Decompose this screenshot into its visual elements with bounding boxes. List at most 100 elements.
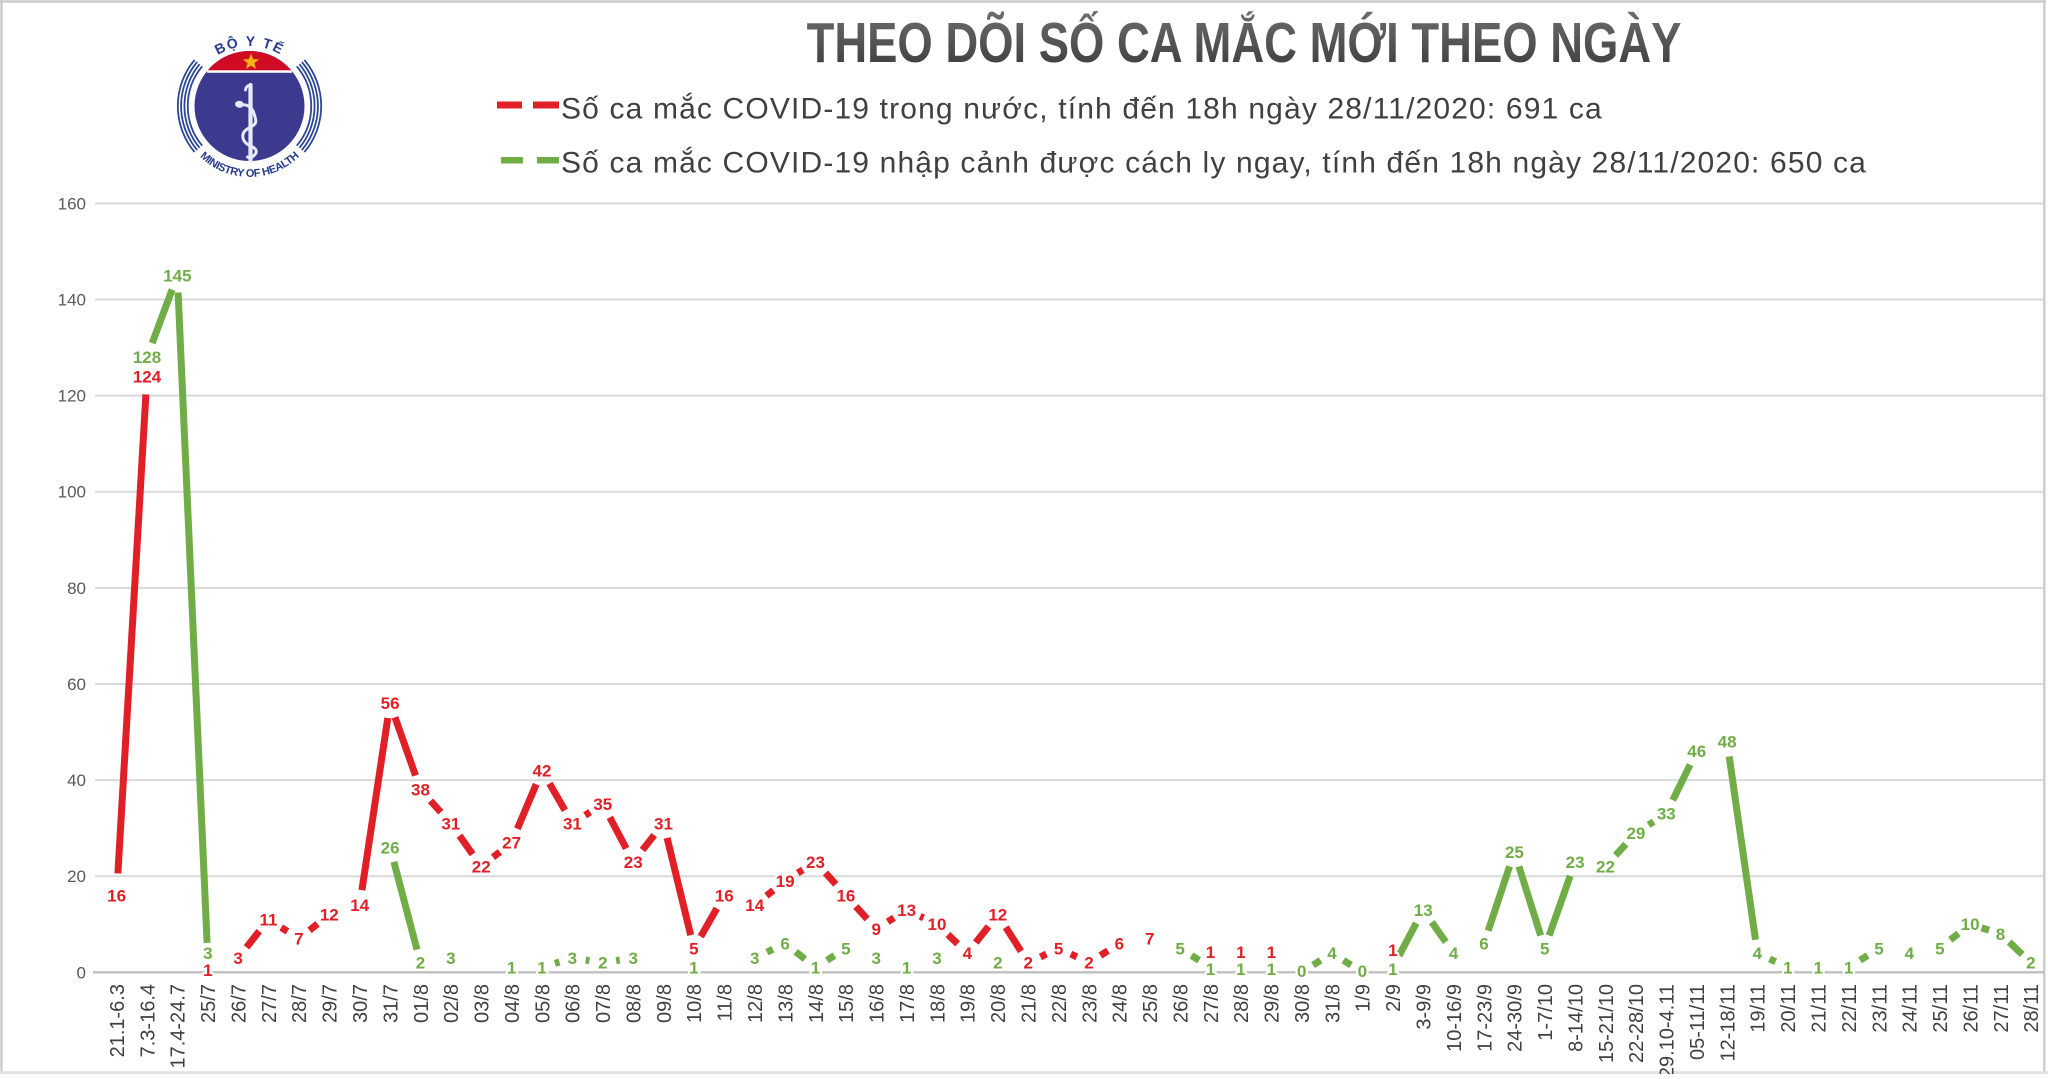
- svg-text:6: 6: [780, 935, 789, 954]
- svg-text:2: 2: [2026, 954, 2035, 973]
- svg-text:0: 0: [77, 963, 86, 982]
- svg-text:24/8: 24/8: [1110, 984, 1132, 1023]
- svg-text:5: 5: [1054, 939, 1063, 958]
- svg-text:31: 31: [441, 814, 460, 833]
- svg-text:19/8: 19/8: [958, 984, 980, 1023]
- svg-text:4: 4: [963, 944, 973, 963]
- svg-text:04/8: 04/8: [502, 984, 524, 1023]
- svg-text:19: 19: [776, 872, 795, 891]
- svg-text:1: 1: [1267, 960, 1276, 979]
- svg-text:48: 48: [1718, 733, 1737, 752]
- svg-text:42: 42: [533, 762, 552, 781]
- svg-text:18/8: 18/8: [927, 984, 949, 1023]
- svg-text:13: 13: [897, 901, 916, 920]
- svg-text:13: 13: [1414, 901, 1433, 920]
- svg-text:5: 5: [1935, 939, 1944, 958]
- svg-text:10-16/9: 10-16/9: [1444, 984, 1466, 1052]
- svg-text:7.3-16.4: 7.3-16.4: [137, 984, 159, 1057]
- svg-text:7: 7: [294, 930, 303, 949]
- svg-text:1: 1: [1236, 943, 1245, 962]
- svg-text:22/11: 22/11: [1839, 984, 1861, 1033]
- svg-text:26/11: 26/11: [1960, 984, 1982, 1033]
- svg-text:3: 3: [750, 949, 759, 968]
- svg-text:25: 25: [1505, 843, 1524, 862]
- svg-text:124: 124: [133, 367, 162, 386]
- svg-text:120: 120: [58, 387, 86, 406]
- svg-text:2: 2: [416, 954, 425, 973]
- svg-text:4: 4: [1449, 944, 1459, 963]
- svg-text:1: 1: [1388, 960, 1397, 979]
- svg-text:22: 22: [472, 858, 491, 877]
- svg-text:160: 160: [58, 194, 86, 213]
- svg-text:23: 23: [624, 853, 643, 872]
- svg-text:Số ca mắc COVID-19 trong nước,: Số ca mắc COVID-19 trong nước, tính đến …: [561, 93, 1603, 126]
- svg-text:4: 4: [1905, 944, 1915, 963]
- svg-text:23/11: 23/11: [1869, 984, 1891, 1033]
- svg-text:1: 1: [1236, 960, 1245, 979]
- svg-text:20/8: 20/8: [988, 984, 1010, 1023]
- svg-text:1: 1: [1206, 960, 1215, 979]
- svg-text:02/8: 02/8: [441, 984, 463, 1023]
- svg-text:3: 3: [203, 944, 212, 963]
- svg-text:10/8: 10/8: [684, 984, 706, 1023]
- svg-text:140: 140: [58, 291, 86, 310]
- svg-text:80: 80: [67, 579, 86, 598]
- svg-text:Số ca mắc COVID-19 nhập cảnh đ: Số ca mắc COVID-19 nhập cảnh được cách l…: [561, 147, 1867, 180]
- svg-text:29: 29: [1626, 824, 1645, 843]
- svg-text:29.10-4.11: 29.10-4.11: [1657, 984, 1679, 1074]
- svg-text:1: 1: [1813, 959, 1822, 978]
- svg-text:THEO DÕI SỐ CA MẮC MỚI THEO NG: THEO DÕI SỐ CA MẮC MỚI THEO NGÀY: [807, 10, 1682, 74]
- svg-text:21/11: 21/11: [1809, 984, 1831, 1033]
- svg-text:25/7: 25/7: [198, 984, 220, 1023]
- svg-text:2: 2: [598, 954, 607, 973]
- svg-text:05-11/11: 05-11/11: [1687, 984, 1709, 1060]
- svg-text:2: 2: [1084, 954, 1093, 973]
- svg-text:10: 10: [928, 915, 947, 934]
- svg-text:145: 145: [163, 267, 191, 286]
- svg-text:5: 5: [1540, 939, 1549, 958]
- svg-text:27/11: 27/11: [1991, 984, 2013, 1033]
- svg-text:11/8: 11/8: [715, 984, 737, 1021]
- svg-text:07/8: 07/8: [593, 984, 615, 1023]
- svg-text:3: 3: [446, 949, 455, 968]
- svg-text:60: 60: [67, 675, 86, 694]
- svg-text:03/8: 03/8: [472, 984, 494, 1023]
- svg-text:0: 0: [1297, 962, 1306, 981]
- svg-text:30/7: 30/7: [350, 984, 372, 1023]
- svg-text:4: 4: [1753, 944, 1763, 963]
- svg-text:14: 14: [350, 896, 369, 915]
- svg-text:1: 1: [507, 959, 516, 978]
- svg-text:29/8: 29/8: [1262, 984, 1284, 1023]
- svg-text:3: 3: [233, 949, 242, 968]
- svg-text:21/8: 21/8: [1019, 984, 1041, 1023]
- svg-text:1: 1: [537, 959, 546, 978]
- svg-text:12/8: 12/8: [745, 984, 767, 1023]
- svg-text:16/8: 16/8: [867, 984, 889, 1023]
- svg-text:17/8: 17/8: [897, 984, 919, 1023]
- svg-text:20/11: 20/11: [1778, 984, 1800, 1033]
- svg-text:22: 22: [1596, 858, 1615, 877]
- svg-text:8: 8: [1996, 925, 2005, 944]
- svg-text:29/7: 29/7: [320, 984, 342, 1023]
- svg-text:1: 1: [689, 959, 698, 978]
- svg-text:22/8: 22/8: [1049, 984, 1071, 1023]
- svg-text:100: 100: [58, 483, 86, 502]
- svg-text:23: 23: [1566, 853, 1585, 872]
- svg-text:12-18/11: 12-18/11: [1717, 984, 1739, 1061]
- svg-text:3: 3: [628, 949, 637, 968]
- svg-text:1-7/10: 1-7/10: [1535, 984, 1557, 1041]
- svg-text:19/11: 19/11: [1748, 984, 1770, 1033]
- svg-text:5: 5: [1874, 939, 1883, 958]
- svg-text:1: 1: [1206, 943, 1215, 962]
- svg-text:25/11: 25/11: [1930, 984, 1952, 1033]
- svg-text:21.1-6.3: 21.1-6.3: [107, 984, 129, 1057]
- svg-text:09/8: 09/8: [654, 984, 676, 1023]
- svg-text:128: 128: [133, 348, 161, 367]
- svg-text:1: 1: [1844, 959, 1853, 978]
- svg-text:5: 5: [689, 939, 698, 958]
- svg-text:27: 27: [502, 834, 521, 853]
- svg-text:1: 1: [1783, 959, 1792, 978]
- svg-text:12: 12: [988, 906, 1007, 925]
- svg-text:3: 3: [932, 949, 941, 968]
- svg-text:24-30/9: 24-30/9: [1505, 984, 1527, 1052]
